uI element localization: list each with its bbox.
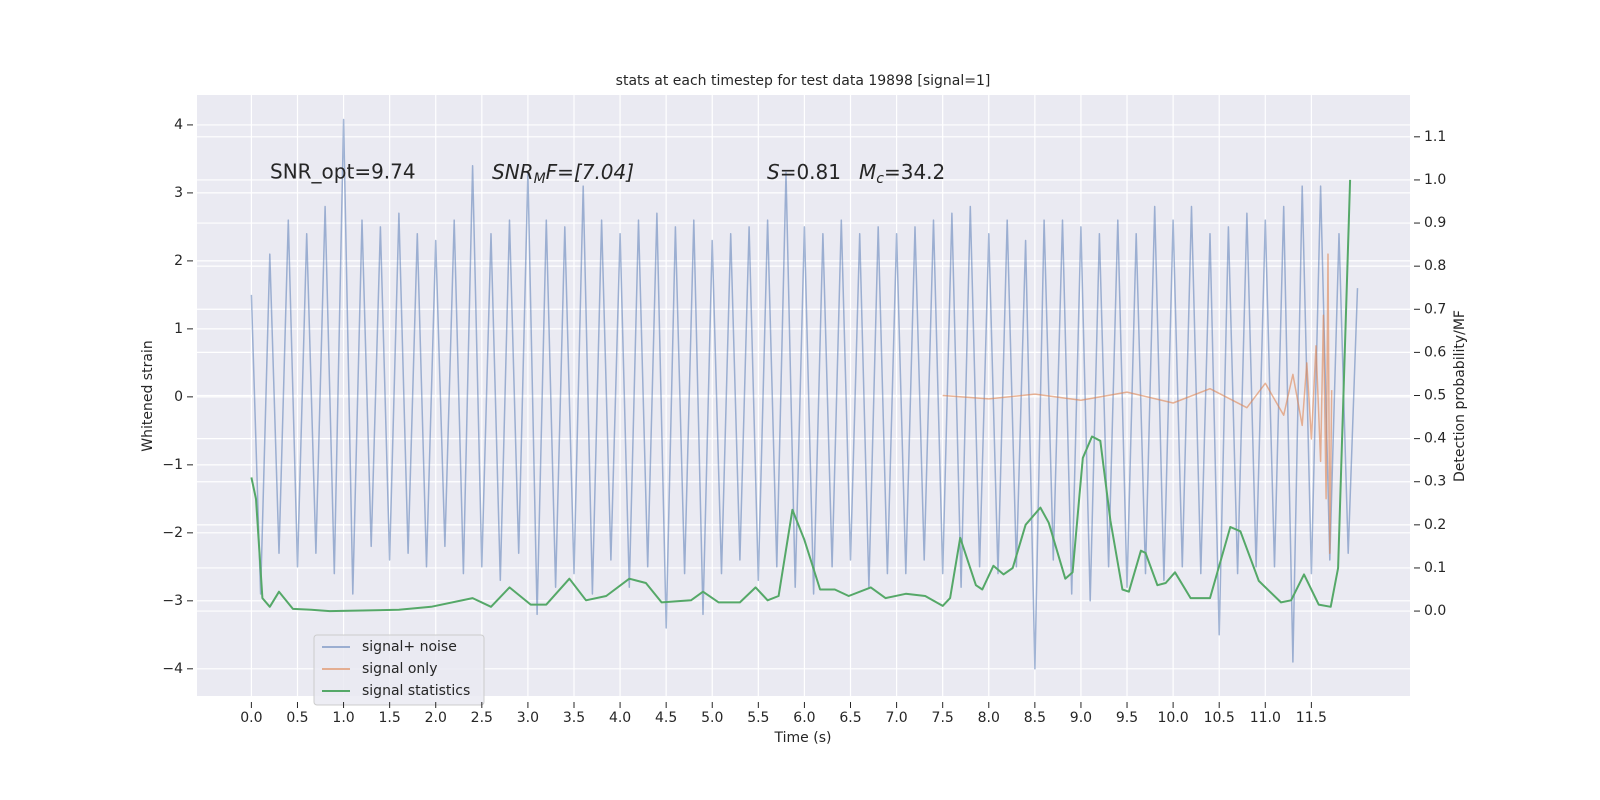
y-tick-label: 4 [174,117,183,133]
annotation: SNR_opt=9.74 [270,160,416,184]
x-tick-label: 9.0 [1070,710,1092,726]
marks [250,118,1359,670]
legend-box [313,634,485,706]
y-tick-label: 0 [174,389,183,405]
x-tick-label: 11.5 [1296,710,1327,726]
y-tick-label: −1 [162,457,183,473]
y2-tick-label: 0.6 [1424,344,1446,360]
x-tick-label: 8.0 [978,710,1000,726]
x-tick-label: 6.0 [793,710,815,726]
y-tick-label: 3 [174,185,183,201]
x-tick-label: 1.5 [379,710,401,726]
y2-tick-label: 0.3 [1424,474,1446,490]
x-tick-label: 4.5 [655,710,677,726]
x-tick-label: 7.0 [885,710,907,726]
y2-tick-label: 0.7 [1424,301,1446,317]
y2-tick-label: 0.1 [1424,560,1446,576]
y2-tick-label: 0.8 [1424,258,1446,274]
x-tick-label: 0.5 [286,710,308,726]
annotation-part: S [767,160,780,184]
chart-title: stats at each timestep for test data 198… [616,73,991,89]
legend-label: signal statistics [362,683,470,699]
y-tick-label: −2 [162,525,183,541]
x-tick-label: 2.5 [471,710,493,726]
x-tick-label: 5.5 [747,710,769,726]
y-tick-label: −4 [162,661,183,677]
legend-label: signal+ noise [362,639,457,655]
annotation: SNRMF=[7.04] [492,160,634,188]
y2-tick-label: 0.2 [1424,517,1446,533]
y2-tick-label: 1.1 [1424,129,1446,145]
y2-axis-label: Detection probability/MF [1452,310,1468,482]
x-tick-label: 4.0 [609,710,631,726]
annotation-part: F=[7.04] [546,160,634,184]
y2-tick-label: 1.0 [1424,172,1446,188]
y-tick-label: 2 [174,253,183,269]
y-tick-label: 1 [174,321,183,337]
series-line [942,253,1333,554]
x-tick-label: 0.0 [240,710,262,726]
legend-label: signal only [362,661,437,677]
annotation: Mc=34.2 [859,160,945,188]
x-tick-label: 3.0 [517,710,539,726]
x-tick-label: 10.0 [1158,710,1189,726]
y2-tick-label: 0.0 [1424,603,1446,619]
y-axis-label: Whitened strain [140,340,156,451]
x-tick-label: 7.5 [932,710,954,726]
annotation-part: SNR [492,160,534,184]
x-tick-label: 11.0 [1250,710,1281,726]
annotation-part: c [876,171,884,187]
x-tick-label: 8.5 [1024,710,1046,726]
annotation: S=0.81 [767,160,841,184]
grid [197,95,1410,696]
annotation-part: =0.81 [780,160,841,184]
annotation-part: M [534,171,546,187]
y2-tick-label: 0.9 [1424,215,1446,231]
x-tick-label: 5.0 [701,710,723,726]
x-tick-label: 9.5 [1116,710,1138,726]
x-tick-label: 1.0 [332,710,354,726]
series-line [250,118,1359,670]
y-tick-label: −3 [162,593,183,609]
annotation-part: =34.2 [884,160,945,184]
legend: signal+ noise signal only signal statistic… [313,634,485,706]
x-tick-label: 2.0 [425,710,447,726]
x-tick-label: 6.5 [839,710,861,726]
x-axis-label: Time (s) [774,730,832,746]
series-line [250,179,1352,613]
x-tick-label: 3.5 [563,710,585,726]
x-tick-label: 10.5 [1204,710,1235,726]
y2-tick-label: 0.5 [1424,388,1446,404]
annotation-part: M [859,160,876,184]
y2-tick-label: 0.4 [1424,431,1446,447]
